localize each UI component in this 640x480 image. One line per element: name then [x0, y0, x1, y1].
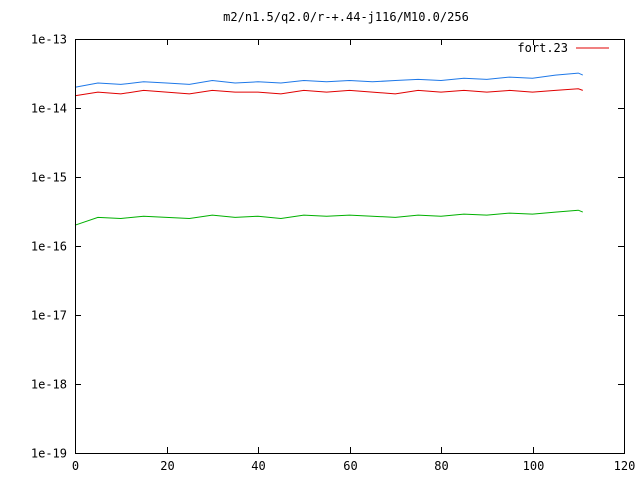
y-tick-label: 1e-17: [31, 309, 67, 323]
y-tick-label: 1e-16: [31, 240, 67, 254]
x-tick-label: 0: [72, 459, 79, 473]
y-tick-label: 1e-19: [31, 447, 67, 461]
series-layer: [74, 72, 584, 226]
y-tick-label: 1e-13: [31, 33, 67, 47]
series-line: [74, 72, 584, 88]
chart-title: m2/n1.5/q2.0/r-+.44-j116/M10.0/256: [223, 10, 469, 24]
legend-label: fort.23: [517, 41, 568, 55]
x-tick-label: 100: [523, 459, 545, 473]
x-tick-label: 20: [160, 459, 174, 473]
x-tick-label: 120: [614, 459, 636, 473]
x-tick-label: 80: [434, 459, 448, 473]
plot-frame: [75, 39, 625, 454]
axis-ticks: 0 20 40 60 80 100 120 1e-19 1e-18 1e-17 1e-16 1e-15…: [31, 33, 635, 474]
x-tick-label: 60: [343, 459, 357, 473]
x-tick-label: 40: [251, 459, 265, 473]
y-tick-label: 1e-15: [31, 171, 67, 185]
series-line: [74, 209, 583, 226]
y-tick-label: 1e-18: [31, 378, 67, 392]
series-line: [74, 88, 583, 97]
legend: fort.23: [517, 41, 609, 55]
y-tick-label: 1e-14: [31, 102, 67, 116]
